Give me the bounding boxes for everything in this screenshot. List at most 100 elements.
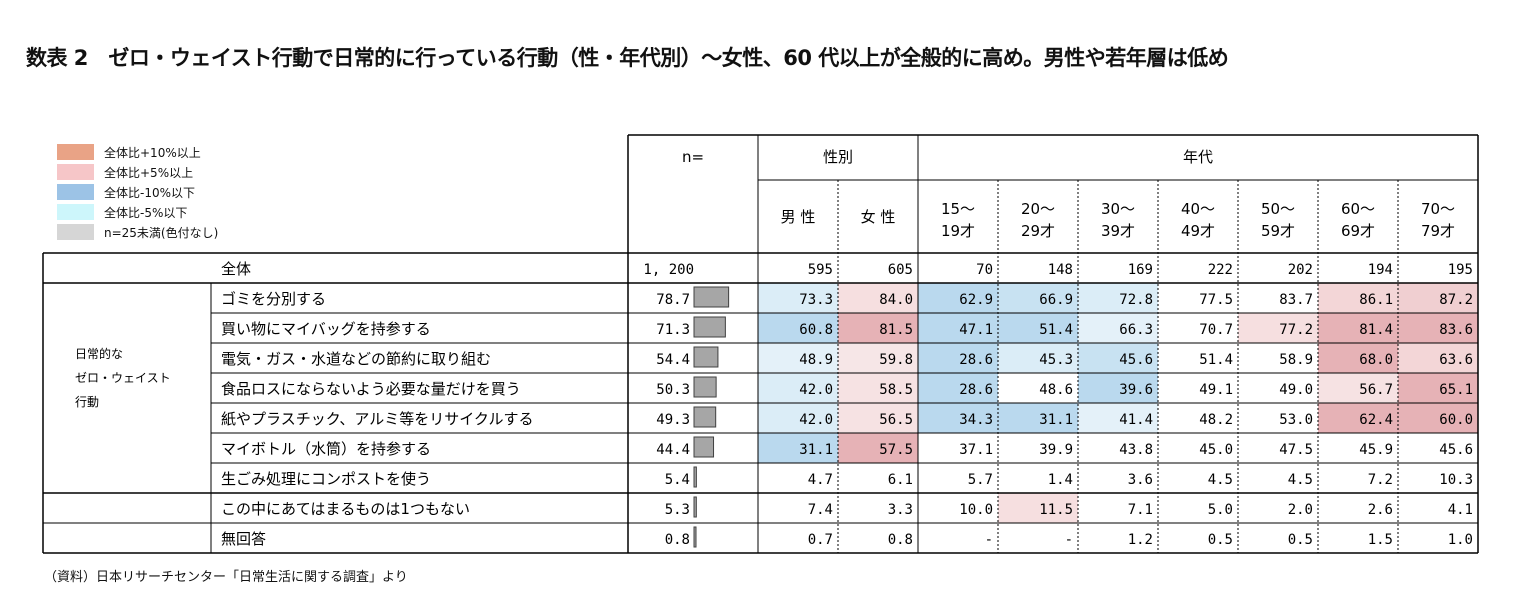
cell-value: 83.6 [1439,322,1473,338]
cell-value: 6.1 [888,472,913,488]
total-value: 5.4 [665,472,690,488]
base-n-value: 222 [1208,262,1233,278]
cell-value: 31.1 [799,442,833,458]
base-n-value: 595 [808,262,833,278]
cell-value: 45.0 [1199,442,1233,458]
cell-value: 59.8 [879,352,913,368]
cell-value: 63.6 [1439,352,1473,368]
cell-value: 10.3 [1439,472,1473,488]
total-bar [693,526,697,548]
base-n-value: 202 [1288,262,1313,278]
cell-value: 42.0 [799,382,833,398]
cell-highlight [1078,283,1158,313]
cell-value: 48.6 [1039,382,1073,398]
cell-highlight [1078,313,1158,343]
cell-value: - [985,532,993,548]
cell-highlight [1318,373,1398,403]
cell-highlight [838,433,918,463]
cell-value: 66.3 [1119,322,1153,338]
cell-value: 11.5 [1039,502,1073,518]
cell-highlight [1318,343,1398,373]
cell-highlight [998,403,1078,433]
cell-value: 1.5 [1368,532,1393,548]
cell-value: 0.5 [1288,532,1313,548]
cell-highlight [998,283,1078,313]
base-n-value: 195 [1448,262,1473,278]
cell-value: 45.3 [1039,352,1073,368]
column-header: 20〜 [1021,200,1055,218]
total-bar [693,496,697,518]
cell-value: 48.9 [799,352,833,368]
cell-value: 0.7 [808,532,833,548]
cell-value: 48.2 [1199,412,1233,428]
cell-value: 86.1 [1359,292,1393,308]
column-header: 59才 [1261,222,1295,240]
column-header: 40〜 [1181,200,1215,218]
cell-value: - [1065,532,1073,548]
row-label: 生ごみ処理にコンポストを使う [221,470,431,488]
cell-highlight [838,403,918,433]
page-title: 数表 2 ゼロ・ウェイスト行動で日常的に行っている行動（性・年代別）〜女性、60… [26,46,1229,70]
total-value: 50.3 [656,382,690,398]
cell-value: 4.5 [1208,472,1233,488]
cell-value: 58.9 [1279,352,1313,368]
column-header: 60〜 [1341,200,1375,218]
legend-item: 全体比-10%以下 [57,182,218,202]
column-header: 39才 [1101,222,1135,240]
cell-highlight [758,433,838,463]
cell-highlight [1398,313,1478,343]
cell-value: 72.8 [1119,292,1153,308]
cell-value: 81.4 [1359,322,1393,338]
legend-swatch [57,144,94,160]
column-header: 30〜 [1101,200,1135,218]
cell-value: 65.1 [1439,382,1473,398]
cell-value: 45.9 [1359,442,1393,458]
legend-swatch [57,204,94,220]
cell-value: 0.8 [888,532,913,548]
cell-value: 56.5 [879,412,913,428]
cell-highlight [998,313,1078,343]
column-header: 79才 [1421,222,1455,240]
column-header: 29才 [1021,222,1055,240]
cell-highlight [838,373,918,403]
column-header: 男 性 [781,208,816,226]
row-label: この中にあてはまるものは1つもない [221,500,470,518]
cell-highlight [918,343,998,373]
total-bar [693,406,717,428]
total-value: 54.4 [656,352,690,368]
cell-highlight [1078,343,1158,373]
cell-highlight [998,343,1078,373]
cell-value: 1.2 [1128,532,1153,548]
legend-label: 全体比+10%以上 [104,145,201,160]
cell-value: 68.0 [1359,352,1393,368]
cell-highlight [758,403,838,433]
cell-value: 57.5 [879,442,913,458]
base-n-value: 70 [976,262,993,278]
cell-value: 60.8 [799,322,833,338]
base-n-value: 148 [1048,262,1073,278]
cell-value: 7.4 [808,502,833,518]
cell-value: 37.1 [959,442,993,458]
row-label: 全体 [221,260,251,278]
cell-highlight [1318,313,1398,343]
cell-value: 5.7 [968,472,993,488]
column-header: 49才 [1181,222,1215,240]
cell-highlight [758,283,838,313]
total-value: 0.8 [665,532,690,548]
total-value: 71.3 [656,322,690,338]
total-bar [693,316,726,338]
legend-item: 全体比-5%以下 [57,202,218,222]
cell-highlight [758,373,838,403]
group-label: 行動 [75,395,99,409]
cell-value: 56.7 [1359,382,1393,398]
cell-value: 60.0 [1439,412,1473,428]
cell-highlight [838,283,918,313]
cell-highlight [918,373,998,403]
total-bar [693,466,697,488]
cell-value: 70.7 [1199,322,1233,338]
cell-value: 49.1 [1199,382,1233,398]
cell-highlight [998,493,1078,523]
age-group-header: 年代 [1183,148,1213,166]
total-bar [693,436,715,458]
cell-value: 41.4 [1119,412,1153,428]
